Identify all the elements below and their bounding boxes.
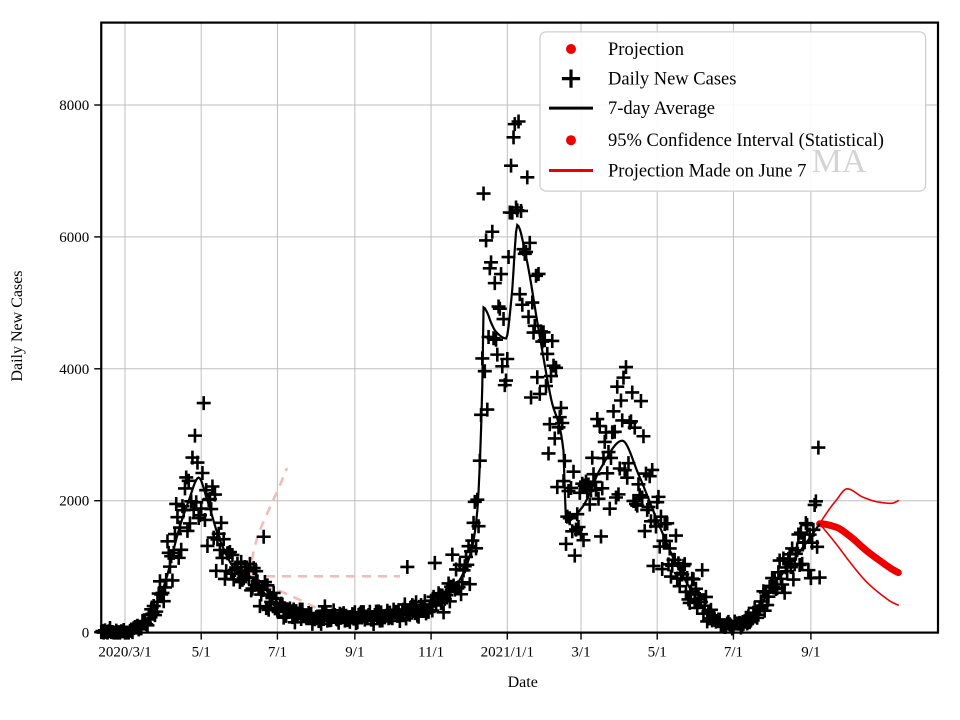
svg-text:0: 0 (82, 626, 90, 642)
svg-text:2000: 2000 (59, 494, 89, 510)
svg-text:Projection Made on June 7: Projection Made on June 7 (608, 162, 806, 182)
svg-text:2020/3/1: 2020/3/1 (98, 645, 151, 661)
svg-text:7-day Average: 7-day Average (608, 99, 715, 119)
svg-text:11/1: 11/1 (418, 645, 444, 661)
svg-text:Daily New Cases: Daily New Cases (608, 70, 736, 90)
svg-text:8000: 8000 (59, 98, 89, 114)
svg-text:Projection: Projection (608, 40, 684, 60)
svg-text:7/1: 7/1 (268, 645, 287, 661)
svg-text:4000: 4000 (59, 362, 89, 378)
svg-text:Daily New Cases: Daily New Cases (9, 270, 26, 381)
svg-text:5/1: 5/1 (648, 645, 667, 661)
svg-text:5/1: 5/1 (192, 645, 211, 661)
svg-text:7/1: 7/1 (724, 645, 743, 661)
svg-text:9/1: 9/1 (345, 645, 364, 661)
svg-text:95% Confidence Interval (Stati: 95% Confidence Interval (Statistical) (608, 131, 884, 151)
svg-text:9/1: 9/1 (801, 645, 820, 661)
svg-text:2021/1/1: 2021/1/1 (481, 645, 534, 661)
svg-text:6000: 6000 (59, 230, 89, 246)
svg-text:3/1: 3/1 (571, 645, 590, 661)
